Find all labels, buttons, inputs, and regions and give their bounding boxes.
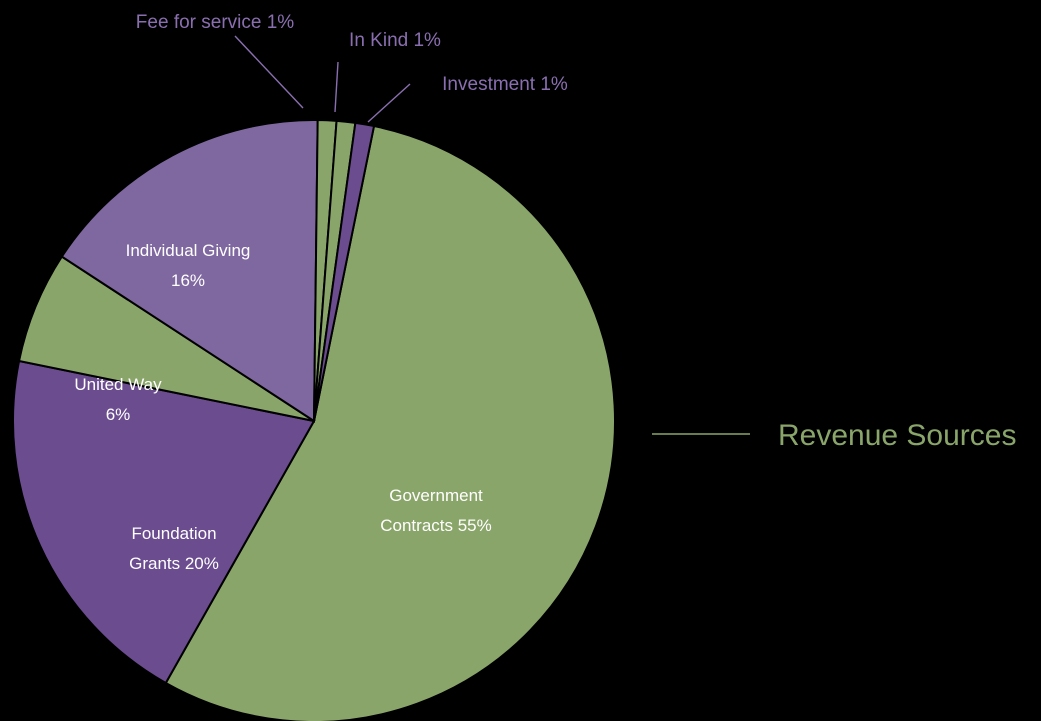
leader-lines (234, 35, 411, 123)
slice-label-in-kind: In Kind 1% (349, 30, 441, 51)
pie-slice-investment (313, 121, 376, 422)
slice-label-united-way: United Way 6% (74, 375, 162, 424)
legend: Revenue Sources (652, 419, 1016, 452)
pie-slices (12, 119, 616, 721)
pie-slice-government-contracts (164, 124, 616, 721)
slice-label-investment: Investment 1% (442, 74, 568, 95)
pie-slice-individual-giving (60, 119, 319, 423)
legend-entry-revenue-sources: Revenue Sources (778, 419, 1016, 452)
leader-line-investment (367, 83, 411, 123)
leader-line-in-kind (334, 61, 339, 113)
pie-slice-foundation-grants (12, 359, 316, 685)
slice-label-individual-giving: Individual Giving 16% (126, 241, 251, 290)
slice-label-foundation-grants: Foundation Grants 20% (129, 524, 219, 573)
slice-label-fee-for-service: Fee for service 1% (136, 12, 294, 33)
slice-labels: Government Contracts 55% Foundation Grants … (74, 12, 568, 573)
slice-label-government-contracts: Government Contracts 55% (380, 486, 492, 535)
leader-line-fee-for-service (234, 35, 304, 109)
